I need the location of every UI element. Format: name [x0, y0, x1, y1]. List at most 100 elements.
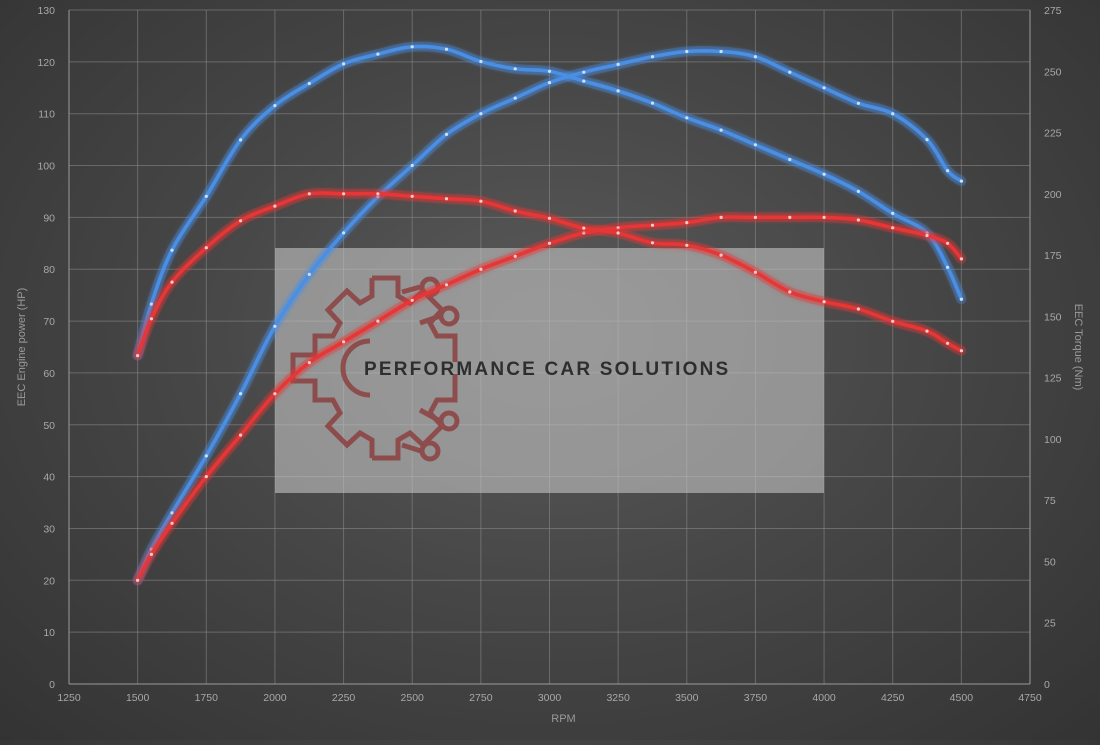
data-point [239, 138, 243, 142]
data-point [170, 521, 174, 525]
y-left-tick-label: 80 [43, 264, 55, 276]
data-point [273, 392, 277, 396]
data-point [753, 270, 758, 274]
data-point [479, 199, 483, 203]
x-tick-label: 2500 [401, 692, 425, 704]
data-point [376, 52, 380, 56]
data-point [342, 231, 346, 235]
data-point [307, 361, 311, 365]
data-point [946, 341, 950, 345]
y-right-tick-label: 100 [1044, 434, 1062, 446]
y-right-tick-label: 225 [1044, 128, 1062, 140]
data-point [204, 194, 208, 198]
data-point [685, 116, 689, 120]
data-point [891, 211, 895, 215]
data-point [650, 223, 655, 227]
y-right-tick-label: 200 [1044, 189, 1062, 201]
data-point [444, 132, 449, 136]
series-line [135, 49, 964, 583]
data-point [479, 267, 483, 271]
series-2-left [132, 212, 967, 586]
series-3-right [132, 187, 967, 361]
y-right-tick-label: 0 [1044, 679, 1050, 691]
y-right-tick-label: 175 [1044, 250, 1062, 262]
data-point [616, 226, 620, 230]
data-point [273, 324, 277, 328]
data-point [650, 241, 655, 245]
data-point [856, 101, 861, 105]
data-point [685, 243, 689, 247]
y-right-tick-label: 150 [1044, 311, 1062, 323]
data-point [753, 143, 758, 147]
data-point [959, 297, 964, 301]
data-point [822, 172, 826, 176]
x-tick-label: 3250 [606, 692, 630, 704]
y-left-tick-label: 10 [43, 627, 55, 639]
data-point [616, 62, 620, 66]
data-point [547, 69, 552, 73]
data-point [273, 104, 277, 108]
data-point [788, 290, 792, 294]
x-tick-label: 4500 [950, 692, 974, 704]
x-tick-label: 3000 [538, 692, 562, 704]
data-point [582, 226, 586, 230]
axes: 1250 1500 1750 2000 2250 2500 2750 3000 3250 3500… [16, 5, 1084, 725]
gear-circuit-icon [290, 275, 460, 462]
data-point [582, 231, 586, 235]
data-point [170, 248, 174, 252]
data-point [376, 195, 380, 199]
data-point [946, 241, 950, 245]
data-point [273, 204, 277, 208]
data-point [410, 194, 414, 198]
data-point [513, 209, 517, 213]
y-right-tick-label: 50 [1044, 556, 1056, 568]
y-right-axis-title: EEC Torque (Nm) [1072, 304, 1084, 391]
data-point [513, 96, 517, 100]
x-tick-label: 3750 [744, 692, 768, 704]
data-point [149, 302, 153, 306]
data-point [239, 433, 243, 437]
data-point [204, 246, 208, 250]
x-tick-label: 1250 [57, 692, 81, 704]
data-point [719, 128, 723, 132]
y-left-tick-label: 20 [43, 575, 55, 587]
y-left-tick-label: 120 [37, 57, 55, 69]
y-left-axis-title: EEC Engine power (HP) [16, 288, 28, 407]
data-point [788, 215, 792, 219]
data-point [342, 340, 346, 344]
data-point [170, 511, 174, 515]
x-tick-label: 4250 [881, 692, 905, 704]
y-right-tick-label: 75 [1044, 495, 1056, 507]
y-right-tick-label: 275 [1044, 5, 1062, 17]
data-point [342, 192, 346, 196]
x-tick-label: 2250 [332, 692, 356, 704]
data-point [582, 70, 586, 74]
data-point [946, 169, 950, 173]
data-point [410, 45, 414, 49]
series-1-right [132, 41, 967, 361]
data-point [204, 475, 208, 479]
y-left-tick-label: 60 [43, 368, 55, 380]
y-left-tick-label: 50 [43, 420, 55, 432]
watermark: PERFORMANCE CAR SOLUTIONS [275, 248, 824, 493]
brand-name: PERFORMANCE CAR SOLUTIONS [364, 359, 730, 380]
data-point [959, 349, 964, 353]
y-left-tick-label: 110 [38, 109, 55, 121]
data-point [856, 189, 861, 193]
data-point [891, 112, 895, 116]
series [132, 41, 967, 586]
y-right-tick-label: 125 [1044, 373, 1062, 385]
x-tick-label: 4000 [812, 692, 836, 704]
data-point [136, 354, 140, 358]
data-point [822, 300, 826, 304]
y-left-tick-label: 90 [43, 212, 55, 224]
data-point [239, 392, 243, 396]
data-point [547, 81, 552, 85]
data-point [149, 317, 153, 321]
data-point [925, 233, 929, 238]
data-point [856, 218, 861, 222]
data-point [444, 47, 449, 51]
data-point [479, 59, 483, 64]
